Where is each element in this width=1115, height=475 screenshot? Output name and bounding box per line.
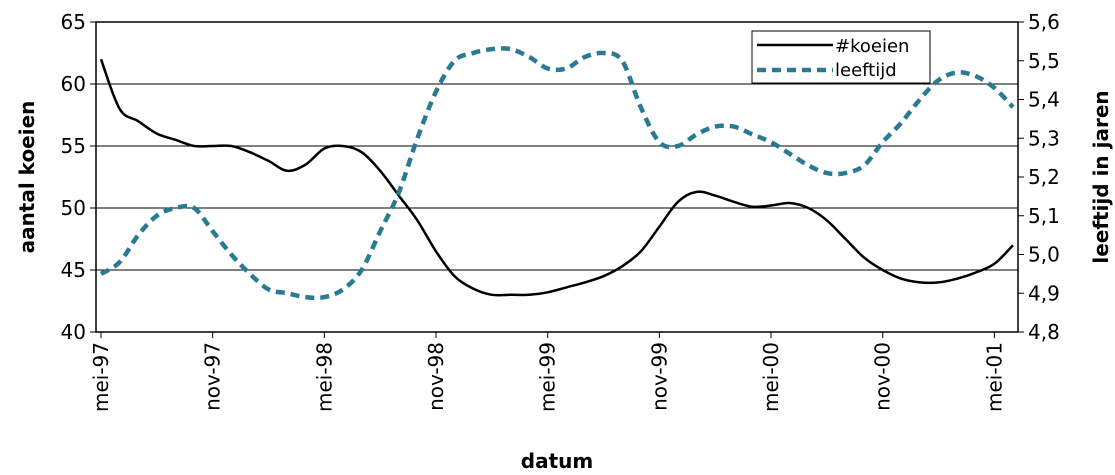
right-tick-label: 5,2	[1028, 165, 1060, 189]
left-axis-title: aantal koeien	[15, 101, 39, 254]
x-tick-label: mei-98	[312, 342, 336, 412]
x-tick-label: mei-97	[89, 342, 113, 412]
legend-label-leeftijd: leeftijd	[835, 60, 897, 81]
x-tick-label: mei-99	[536, 342, 560, 412]
legend-label-koeien: #koeien	[835, 36, 909, 57]
x-tick-label: nov-97	[201, 342, 225, 411]
x-axis-title: datum	[521, 449, 593, 473]
legend-box	[751, 30, 931, 84]
x-tick-label: nov-98	[424, 342, 448, 411]
x-tick-label: nov-99	[647, 342, 671, 411]
right-tick-label: 5,5	[1028, 49, 1060, 73]
right-tick-label: 5,6	[1028, 10, 1060, 34]
left-tick-label: 50	[61, 196, 86, 220]
legend: #koeien leeftijd	[751, 30, 931, 84]
left-tick-label: 45	[61, 258, 86, 282]
left-tick-label: 60	[61, 72, 86, 96]
x-axis-ticks: mei-97 nov-97 mei-98 nov-98 mei-99 nov-99 mei-…	[89, 332, 1006, 412]
left-axis-ticks: 40 45 50 55 60 65	[61, 10, 96, 344]
left-tick-label: 65	[61, 10, 86, 34]
x-tick-label: nov-00	[871, 342, 895, 411]
x-tick-label: mei-01	[982, 342, 1006, 412]
right-axis-title: leeftijd in jaren	[1089, 90, 1113, 263]
series-line-leeftijd	[99, 46, 1015, 301]
right-tick-label: 5,1	[1028, 204, 1060, 228]
gridlines	[96, 83, 1018, 271]
x-tick-label: mei-00	[759, 342, 783, 412]
right-tick-label: 4,8	[1028, 320, 1060, 344]
right-tick-label: 5,3	[1028, 126, 1060, 150]
series-line-koeien	[99, 58, 1014, 297]
series-layer	[99, 46, 1015, 301]
left-tick-label: 40	[61, 320, 86, 344]
right-axis-ticks: 4,8 4,9 5,0 5,1 5,2 5,3 5,4 5,5 5,6	[1018, 10, 1060, 344]
left-tick-label: 55	[61, 134, 86, 158]
right-tick-label: 5,4	[1028, 88, 1060, 112]
right-tick-label: 5,0	[1028, 243, 1060, 267]
right-tick-label: 4,9	[1028, 281, 1060, 305]
